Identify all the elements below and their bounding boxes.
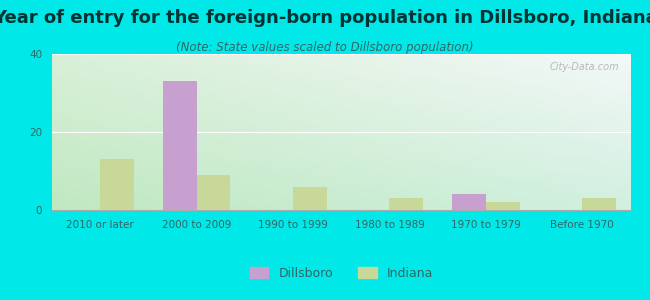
Bar <box>163 81 196 210</box>
Legend: Dillsboro, Indiana: Dillsboro, Indiana <box>244 262 438 285</box>
Text: City-Data.com: City-Data.com <box>549 62 619 72</box>
Bar <box>486 202 519 210</box>
Bar <box>389 198 423 210</box>
Bar <box>582 198 616 210</box>
Bar <box>293 187 327 210</box>
Bar <box>452 194 486 210</box>
Bar <box>100 159 134 210</box>
Text: (Note: State values scaled to Dillsboro population): (Note: State values scaled to Dillsboro … <box>176 40 474 53</box>
Text: Year of entry for the foreign-born population in Dillsboro, Indiana: Year of entry for the foreign-born popul… <box>0 9 650 27</box>
Bar <box>196 175 230 210</box>
